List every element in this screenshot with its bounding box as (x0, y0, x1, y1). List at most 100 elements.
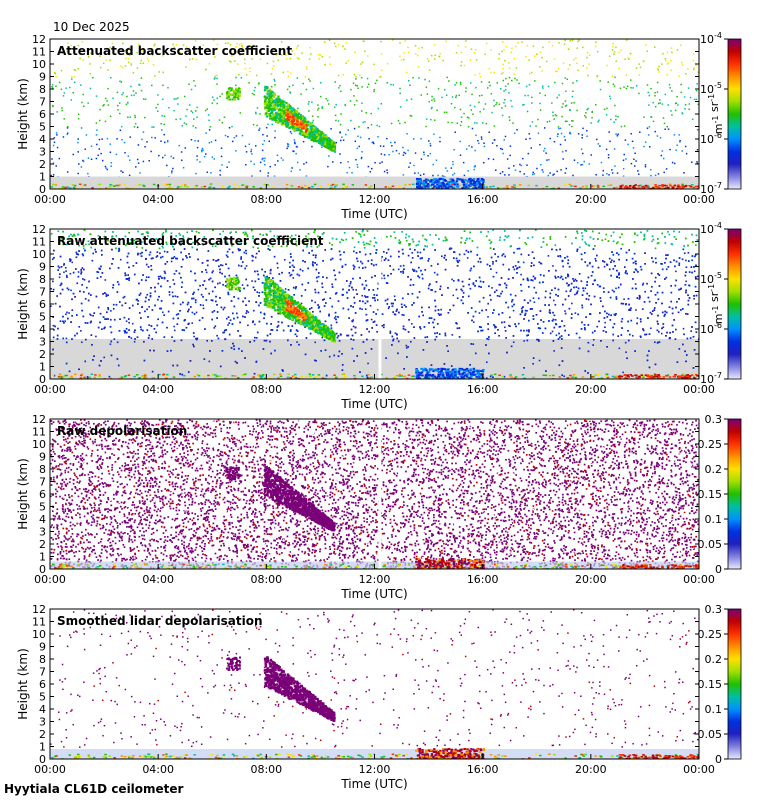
heatmap-field (50, 39, 699, 189)
date-label: 10 Dec 2025 (53, 20, 130, 34)
x-tick-label: 08:00 (250, 383, 282, 396)
y-tick-label: 4 (39, 133, 46, 146)
colorbar-tick-label: 0 (715, 753, 722, 766)
colorbar-tick-label: 10-4 (700, 31, 722, 46)
y-tick-label: 9 (39, 261, 46, 274)
y-tick-label: 7 (39, 476, 46, 489)
y-tick-label: 0 (39, 183, 46, 196)
y-tick-label: 10 (32, 248, 46, 261)
y-tick-label: 5 (39, 501, 46, 514)
x-tick-label: 00:00 (34, 573, 66, 586)
y-tick-label: 9 (39, 451, 46, 464)
colorbar-tick-label: 10-6 (700, 131, 722, 146)
y-tick-label: 11 (32, 46, 46, 59)
panel-2: Raw attenuated backscatter coefficient01… (16, 221, 742, 411)
x-tick-label: 00:00 (683, 573, 715, 586)
y-tick-label: 5 (39, 311, 46, 324)
y-tick-label: 11 (32, 426, 46, 439)
y-tick-label: 11 (32, 236, 46, 249)
x-tick-label: 12:00 (359, 383, 391, 396)
colorbar-tick-label: 0.2 (705, 463, 723, 476)
x-tick-label: 00:00 (34, 383, 66, 396)
colorbar-tick-label: 0.15 (698, 488, 723, 501)
colorbar-tick-label: 0.15 (698, 678, 723, 691)
y-tick-label: 1 (39, 361, 46, 374)
panel-title: Raw attenuated backscatter coefficient (57, 234, 324, 248)
y-tick-label: 8 (39, 653, 46, 666)
x-tick-label: 20:00 (575, 383, 607, 396)
y-tick-label: 8 (39, 83, 46, 96)
y-tick-label: 12 (32, 413, 46, 426)
y-axis-label: Height (km) (16, 648, 30, 719)
panel-1: Attenuated backscatter coefficient012345… (16, 31, 742, 221)
panel-title: Raw depolarisation (57, 424, 187, 438)
y-tick-label: 2 (39, 728, 46, 741)
y-tick-label: 1 (39, 551, 46, 564)
x-tick-label: 16:00 (467, 763, 499, 776)
y-tick-label: 10 (32, 628, 46, 641)
x-tick-label: 20:00 (575, 193, 607, 206)
colorbar-tick-label: 0.25 (698, 628, 723, 641)
y-tick-label: 1 (39, 741, 46, 754)
y-axis-label: Height (km) (16, 268, 30, 339)
y-tick-label: 12 (32, 603, 46, 616)
y-tick-label: 7 (39, 96, 46, 109)
x-tick-label: 00:00 (683, 193, 715, 206)
colorbar-tick-label: 10-7 (700, 181, 722, 196)
y-tick-label: 0 (39, 563, 46, 576)
y-tick-label: 3 (39, 526, 46, 539)
colorbar (727, 418, 742, 570)
y-tick-label: 12 (32, 33, 46, 46)
x-tick-label: 16:00 (467, 383, 499, 396)
y-tick-label: 9 (39, 71, 46, 84)
data-gap (378, 229, 382, 379)
y-tick-label: 6 (39, 678, 46, 691)
colorbar-unit: m-1 sr-1 (707, 94, 725, 134)
y-tick-label: 0 (39, 753, 46, 766)
y-tick-label: 11 (32, 616, 46, 629)
x-tick-label: 08:00 (250, 763, 282, 776)
y-tick-label: 9 (39, 641, 46, 654)
colorbar (727, 228, 742, 380)
y-tick-label: 5 (39, 121, 46, 134)
colorbar-tick-label: 0.25 (698, 438, 723, 451)
y-tick-label: 0 (39, 373, 46, 386)
y-tick-label: 6 (39, 488, 46, 501)
x-tick-label: 16:00 (467, 193, 499, 206)
y-tick-label: 6 (39, 108, 46, 121)
y-tick-label: 7 (39, 666, 46, 679)
colorbar-tick-label: 0.3 (705, 413, 723, 426)
y-axis-label: Height (km) (16, 458, 30, 529)
colorbar-tick-label: 0 (715, 563, 722, 576)
y-tick-label: 8 (39, 273, 46, 286)
x-axis-label: Time (UTC) (340, 777, 407, 791)
colorbar-unit: m-1 sr-1 (707, 284, 725, 324)
y-tick-label: 7 (39, 286, 46, 299)
y-tick-label: 4 (39, 323, 46, 336)
plot-area (50, 609, 699, 759)
y-tick-label: 4 (39, 703, 46, 716)
colorbar-tick-label: 10-6 (700, 321, 722, 336)
x-axis-label: Time (UTC) (340, 587, 407, 601)
x-tick-label: 16:00 (467, 573, 499, 586)
y-tick-label: 1 (39, 171, 46, 184)
x-tick-label: 04:00 (142, 383, 174, 396)
colorbar (727, 608, 742, 760)
x-tick-label: 12:00 (359, 573, 391, 586)
y-tick-label: 10 (32, 58, 46, 71)
site-label: Hyytiala CL61D ceilometer (4, 782, 183, 796)
y-tick-label: 4 (39, 513, 46, 526)
colorbar (727, 38, 742, 190)
x-tick-label: 00:00 (34, 193, 66, 206)
x-tick-label: 04:00 (142, 573, 174, 586)
x-tick-label: 04:00 (142, 193, 174, 206)
x-tick-label: 20:00 (575, 763, 607, 776)
colorbar-tick-label: 10-5 (700, 81, 722, 96)
x-tick-label: 12:00 (359, 193, 391, 206)
colorbar-tick-label: 0.3 (705, 603, 723, 616)
y-tick-label: 6 (39, 298, 46, 311)
x-axis-label: Time (UTC) (340, 397, 407, 411)
panel-title: Attenuated backscatter coefficient (57, 44, 292, 58)
